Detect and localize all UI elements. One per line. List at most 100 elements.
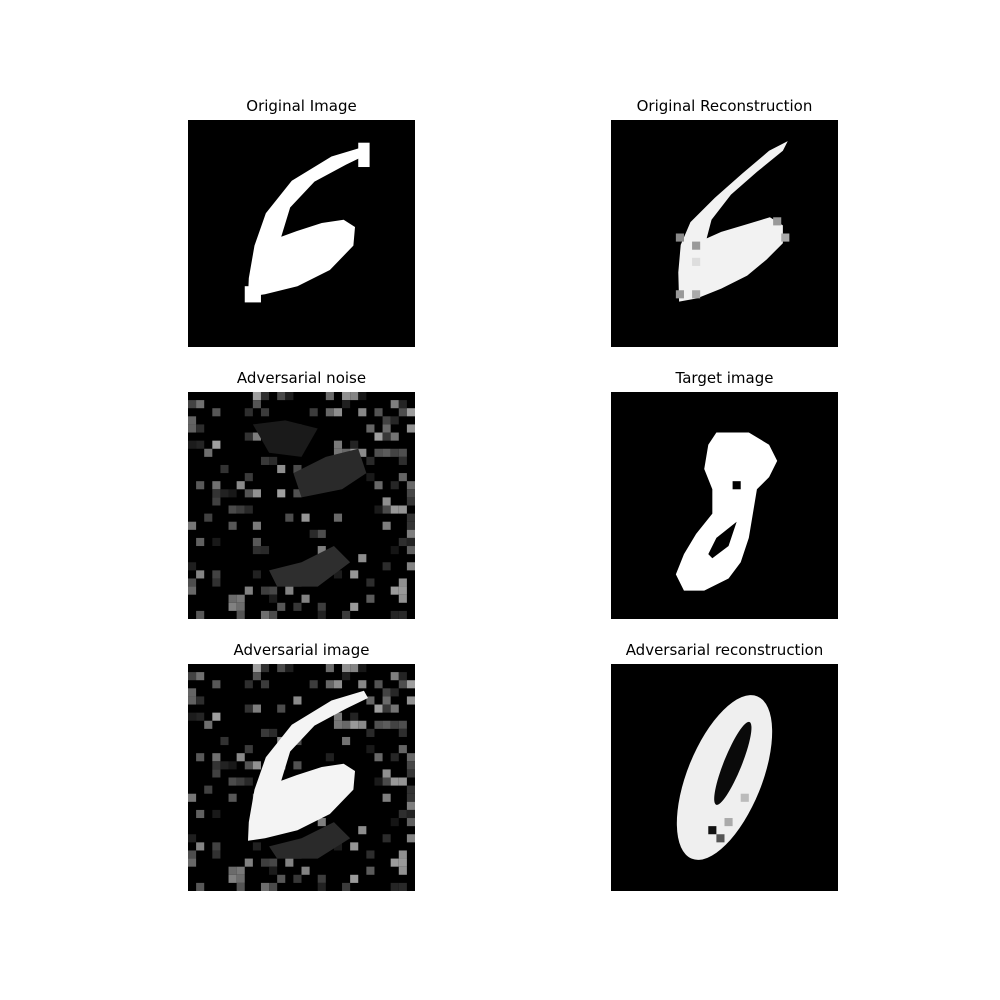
noise-pixel xyxy=(204,513,213,522)
noise-pixel xyxy=(358,680,367,689)
noise-pixel xyxy=(260,882,270,891)
noise-pixel xyxy=(366,696,375,705)
noise-pixel xyxy=(260,858,270,867)
noise-pixel xyxy=(350,720,359,729)
noise-pixel xyxy=(188,672,197,681)
noise-pixel xyxy=(382,448,391,457)
noise-pixel xyxy=(252,704,261,713)
noise-pixel xyxy=(269,456,278,465)
noise-pixel xyxy=(301,513,310,522)
noise-pixel xyxy=(260,728,270,737)
noise-pixel xyxy=(333,513,343,522)
noise-pixel xyxy=(196,537,205,547)
noise-pixel xyxy=(398,850,407,859)
noise-pixel xyxy=(252,761,261,770)
noise-pixel xyxy=(260,610,270,619)
noise-pixel xyxy=(406,408,415,417)
noise-pixel xyxy=(293,489,302,498)
target-image xyxy=(611,392,838,619)
noise-pixel xyxy=(406,801,415,810)
noise-pixel xyxy=(390,753,399,762)
noise-pixel xyxy=(374,432,383,441)
reconstructed-six-image xyxy=(611,120,838,347)
noise-pixel xyxy=(285,392,294,401)
noise-pixel xyxy=(382,834,391,843)
noise-pixel xyxy=(342,882,351,891)
noise-pixel xyxy=(406,521,415,530)
noise-pixel xyxy=(406,818,415,827)
noise-pixel xyxy=(390,432,399,441)
noise-pixel xyxy=(244,408,253,417)
noise-pixel xyxy=(269,594,278,603)
noise-pixel xyxy=(390,400,399,409)
noise-pixel xyxy=(228,505,237,514)
noise-pixel xyxy=(188,400,197,409)
noise-pixel xyxy=(317,610,326,619)
panel-title: Adversarial reconstruction xyxy=(625,641,824,659)
noise-pixel xyxy=(260,392,270,401)
noise-pixel xyxy=(366,473,375,482)
noise-pixel xyxy=(406,696,415,705)
panel-title: Adversarial image xyxy=(233,641,370,659)
noise-pixel xyxy=(212,850,221,859)
noise-pixel xyxy=(398,594,407,603)
noise-pixel xyxy=(350,664,359,673)
noise-pixel xyxy=(252,392,261,401)
noise-pixel xyxy=(350,440,359,449)
noise-pixel xyxy=(317,602,326,611)
noise-pixel xyxy=(277,704,286,713)
noise-pixel xyxy=(236,777,245,786)
noise-pixel xyxy=(382,769,391,778)
noise-pattern-image xyxy=(188,392,415,619)
noise-pixel xyxy=(228,521,237,530)
noise-pixel xyxy=(374,408,383,417)
noise-pixel xyxy=(398,400,407,409)
reconstructed-zero-image xyxy=(611,664,838,891)
noise-pixel xyxy=(406,513,415,522)
noise-pixel xyxy=(260,664,270,673)
noise-pixel xyxy=(342,736,351,746)
noise-pixel xyxy=(398,866,407,875)
noise-pixels xyxy=(188,392,415,619)
noise-pixel xyxy=(269,866,278,875)
noise-pixel xyxy=(374,680,383,689)
noise-pixel xyxy=(212,809,221,819)
noise-pixel xyxy=(188,858,197,867)
noise-pixel xyxy=(358,664,367,673)
noise-pixel xyxy=(188,834,197,843)
noise-pixel xyxy=(244,505,253,514)
noise-pixel xyxy=(301,594,310,603)
noise-pixel xyxy=(188,586,197,595)
noise-pixel xyxy=(382,704,391,713)
noise-pixel xyxy=(212,408,221,417)
noise-pixel xyxy=(358,392,367,401)
noise-pixel xyxy=(325,408,334,417)
noise-pixel xyxy=(244,680,253,689)
noise-pixel xyxy=(382,432,391,441)
noise-pixel xyxy=(285,586,294,595)
noise-pixel xyxy=(390,818,399,827)
noise-pixel xyxy=(285,513,294,522)
noise-pixel xyxy=(325,392,334,401)
noise-pixel xyxy=(390,777,399,786)
noise-pixel xyxy=(350,842,359,851)
noise-pixel xyxy=(188,696,197,705)
noise-pixel xyxy=(406,546,415,555)
noise-pixel xyxy=(398,745,407,754)
noise-pixel xyxy=(196,882,205,891)
noise-pixel xyxy=(188,562,197,571)
noise-pixel xyxy=(325,753,334,762)
noise-pixel xyxy=(196,842,205,851)
noise-pixel xyxy=(398,586,407,595)
noise-pixel xyxy=(333,408,343,417)
noise-pixel xyxy=(390,720,399,729)
noise-pixel xyxy=(342,672,351,681)
noise-pixel xyxy=(398,456,407,465)
noise-pixel xyxy=(236,610,245,619)
noise-pixel xyxy=(196,672,205,681)
noise-pixel xyxy=(244,858,253,867)
noise-pixel xyxy=(406,497,415,506)
noise-pixel xyxy=(212,753,221,762)
noise-pixel xyxy=(196,696,205,705)
noise-pixel xyxy=(390,505,399,514)
